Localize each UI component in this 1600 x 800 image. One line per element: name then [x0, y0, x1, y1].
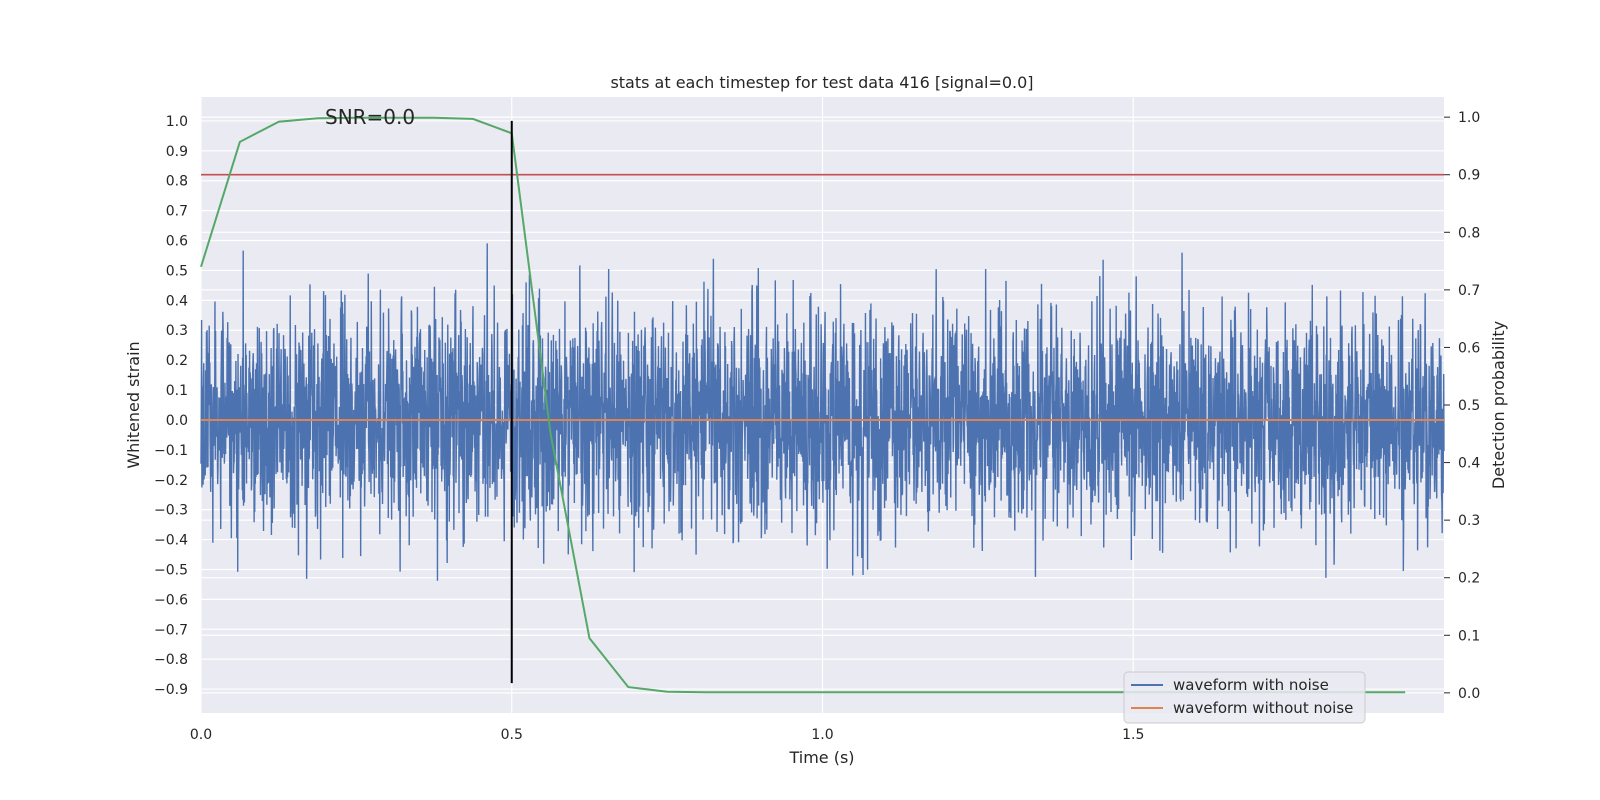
- y-tick-label: 0.0: [166, 413, 188, 429]
- y-tick-label: 0.5: [166, 263, 188, 279]
- x-tick-label: 0.5: [501, 727, 523, 743]
- y2-tick-label: 0.8: [1458, 225, 1480, 241]
- y-tick-label: −0.1: [154, 443, 188, 459]
- legend: waveform with noise waveform without noi…: [1123, 671, 1366, 724]
- y-tick-label: −0.7: [154, 622, 188, 638]
- y-tick-label: 0.1: [166, 383, 188, 399]
- y2-tick-label: 1.0: [1458, 110, 1480, 126]
- legend-label-clean: waveform without noise: [1173, 699, 1353, 717]
- x-tick-label: 1.5: [1122, 727, 1144, 743]
- chart-title: stats at each timestep for test data 416…: [610, 73, 1033, 92]
- x-axis-label: Time (s): [788, 748, 854, 767]
- legend-box: [1123, 671, 1366, 724]
- ticks-layer: 0.0 0.5 1.0 1.5 1.0 0.9 0.8 0.7 0.6 0.5 0.4 0.3 0.2 0…: [154, 110, 1480, 743]
- y2-tick-label: 0.7: [1458, 283, 1480, 299]
- y-tick-label: 0.9: [166, 144, 188, 160]
- y-tick-label: 0.6: [166, 234, 188, 250]
- y-tick-label: −0.9: [154, 682, 188, 698]
- series-layer: [200, 116, 1445, 694]
- snr-annotation: SNR=0.0: [325, 105, 415, 129]
- y-tick-label: 0.7: [166, 204, 188, 220]
- x-tick-label: 0.0: [190, 727, 212, 743]
- y2-tick-label: 0.5: [1458, 398, 1480, 414]
- waveform-with-noise-line: [200, 243, 1445, 581]
- x-tick-label: 1.0: [811, 727, 833, 743]
- y2-tick-label: 0.4: [1458, 456, 1480, 472]
- y-tick-label: 0.2: [166, 353, 188, 369]
- y-axis-label: Whitened strain: [124, 341, 143, 468]
- y2-axis-label: Detection probability: [1489, 321, 1508, 489]
- y-tick-label: 0.3: [166, 323, 188, 339]
- y-tick-label: −0.8: [154, 652, 188, 668]
- y2-tick-label: 0.3: [1458, 513, 1480, 529]
- y-tick-label: −0.3: [154, 503, 188, 519]
- y2-tick-label: 0.9: [1458, 168, 1480, 184]
- y2-tick-label: 0.1: [1458, 628, 1480, 644]
- y-tick-label: −0.4: [154, 533, 188, 549]
- y-tick-label: −0.5: [154, 562, 188, 578]
- y2-tick-label: 0.6: [1458, 340, 1480, 356]
- y-tick-label: 0.8: [166, 174, 188, 190]
- detection-probability-line: [200, 116, 1406, 694]
- y-tick-label: −0.2: [154, 473, 188, 489]
- y-tick-label: −0.6: [154, 592, 188, 608]
- y2-tick-label: 0.2: [1458, 571, 1480, 587]
- y2-tick-label: 0.0: [1458, 686, 1480, 702]
- legend-label-noisy: waveform with noise: [1173, 676, 1329, 694]
- y-tick-label: 0.4: [166, 293, 188, 309]
- y-tick-label: 1.0: [166, 114, 188, 130]
